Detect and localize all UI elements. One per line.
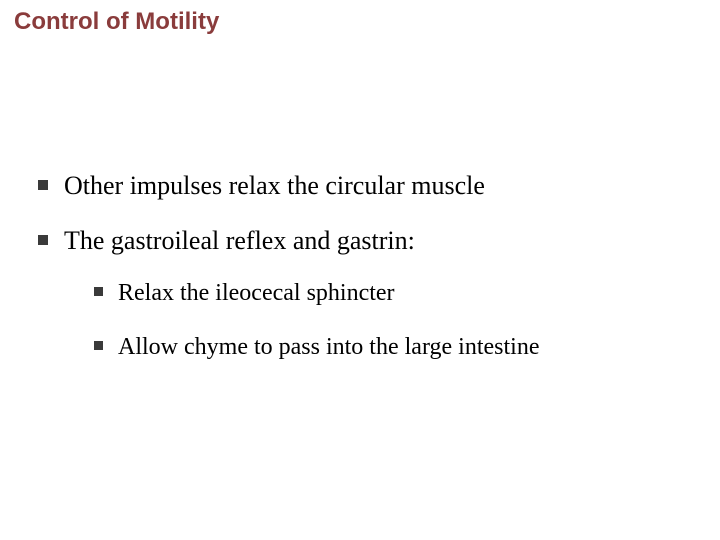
list-item: Other impulses relax the circular muscle	[38, 170, 690, 201]
list-item: Allow chyme to pass into the large intes…	[94, 332, 690, 362]
bullet-list-level1: Other impulses relax the circular muscle…	[38, 170, 690, 362]
slide-title: Control of Motility	[14, 8, 219, 36]
bullet-text: Relax the ileocecal sphincter	[118, 280, 395, 306]
bullet-list-level2: Relax the ileocecal sphincter Allow chym…	[64, 278, 690, 362]
slide: Control of Motility Other impulses relax…	[0, 0, 720, 540]
bullet-text: Allow chyme to pass into the large intes…	[118, 334, 539, 360]
list-item: The gastroileal reflex and gastrin: Rela…	[38, 225, 690, 362]
slide-body: Other impulses relax the circular muscle…	[38, 170, 690, 386]
bullet-text: The gastroileal reflex and gastrin:	[64, 226, 415, 255]
bullet-text: Other impulses relax the circular muscle	[64, 171, 485, 200]
list-item: Relax the ileocecal sphincter	[94, 278, 690, 308]
